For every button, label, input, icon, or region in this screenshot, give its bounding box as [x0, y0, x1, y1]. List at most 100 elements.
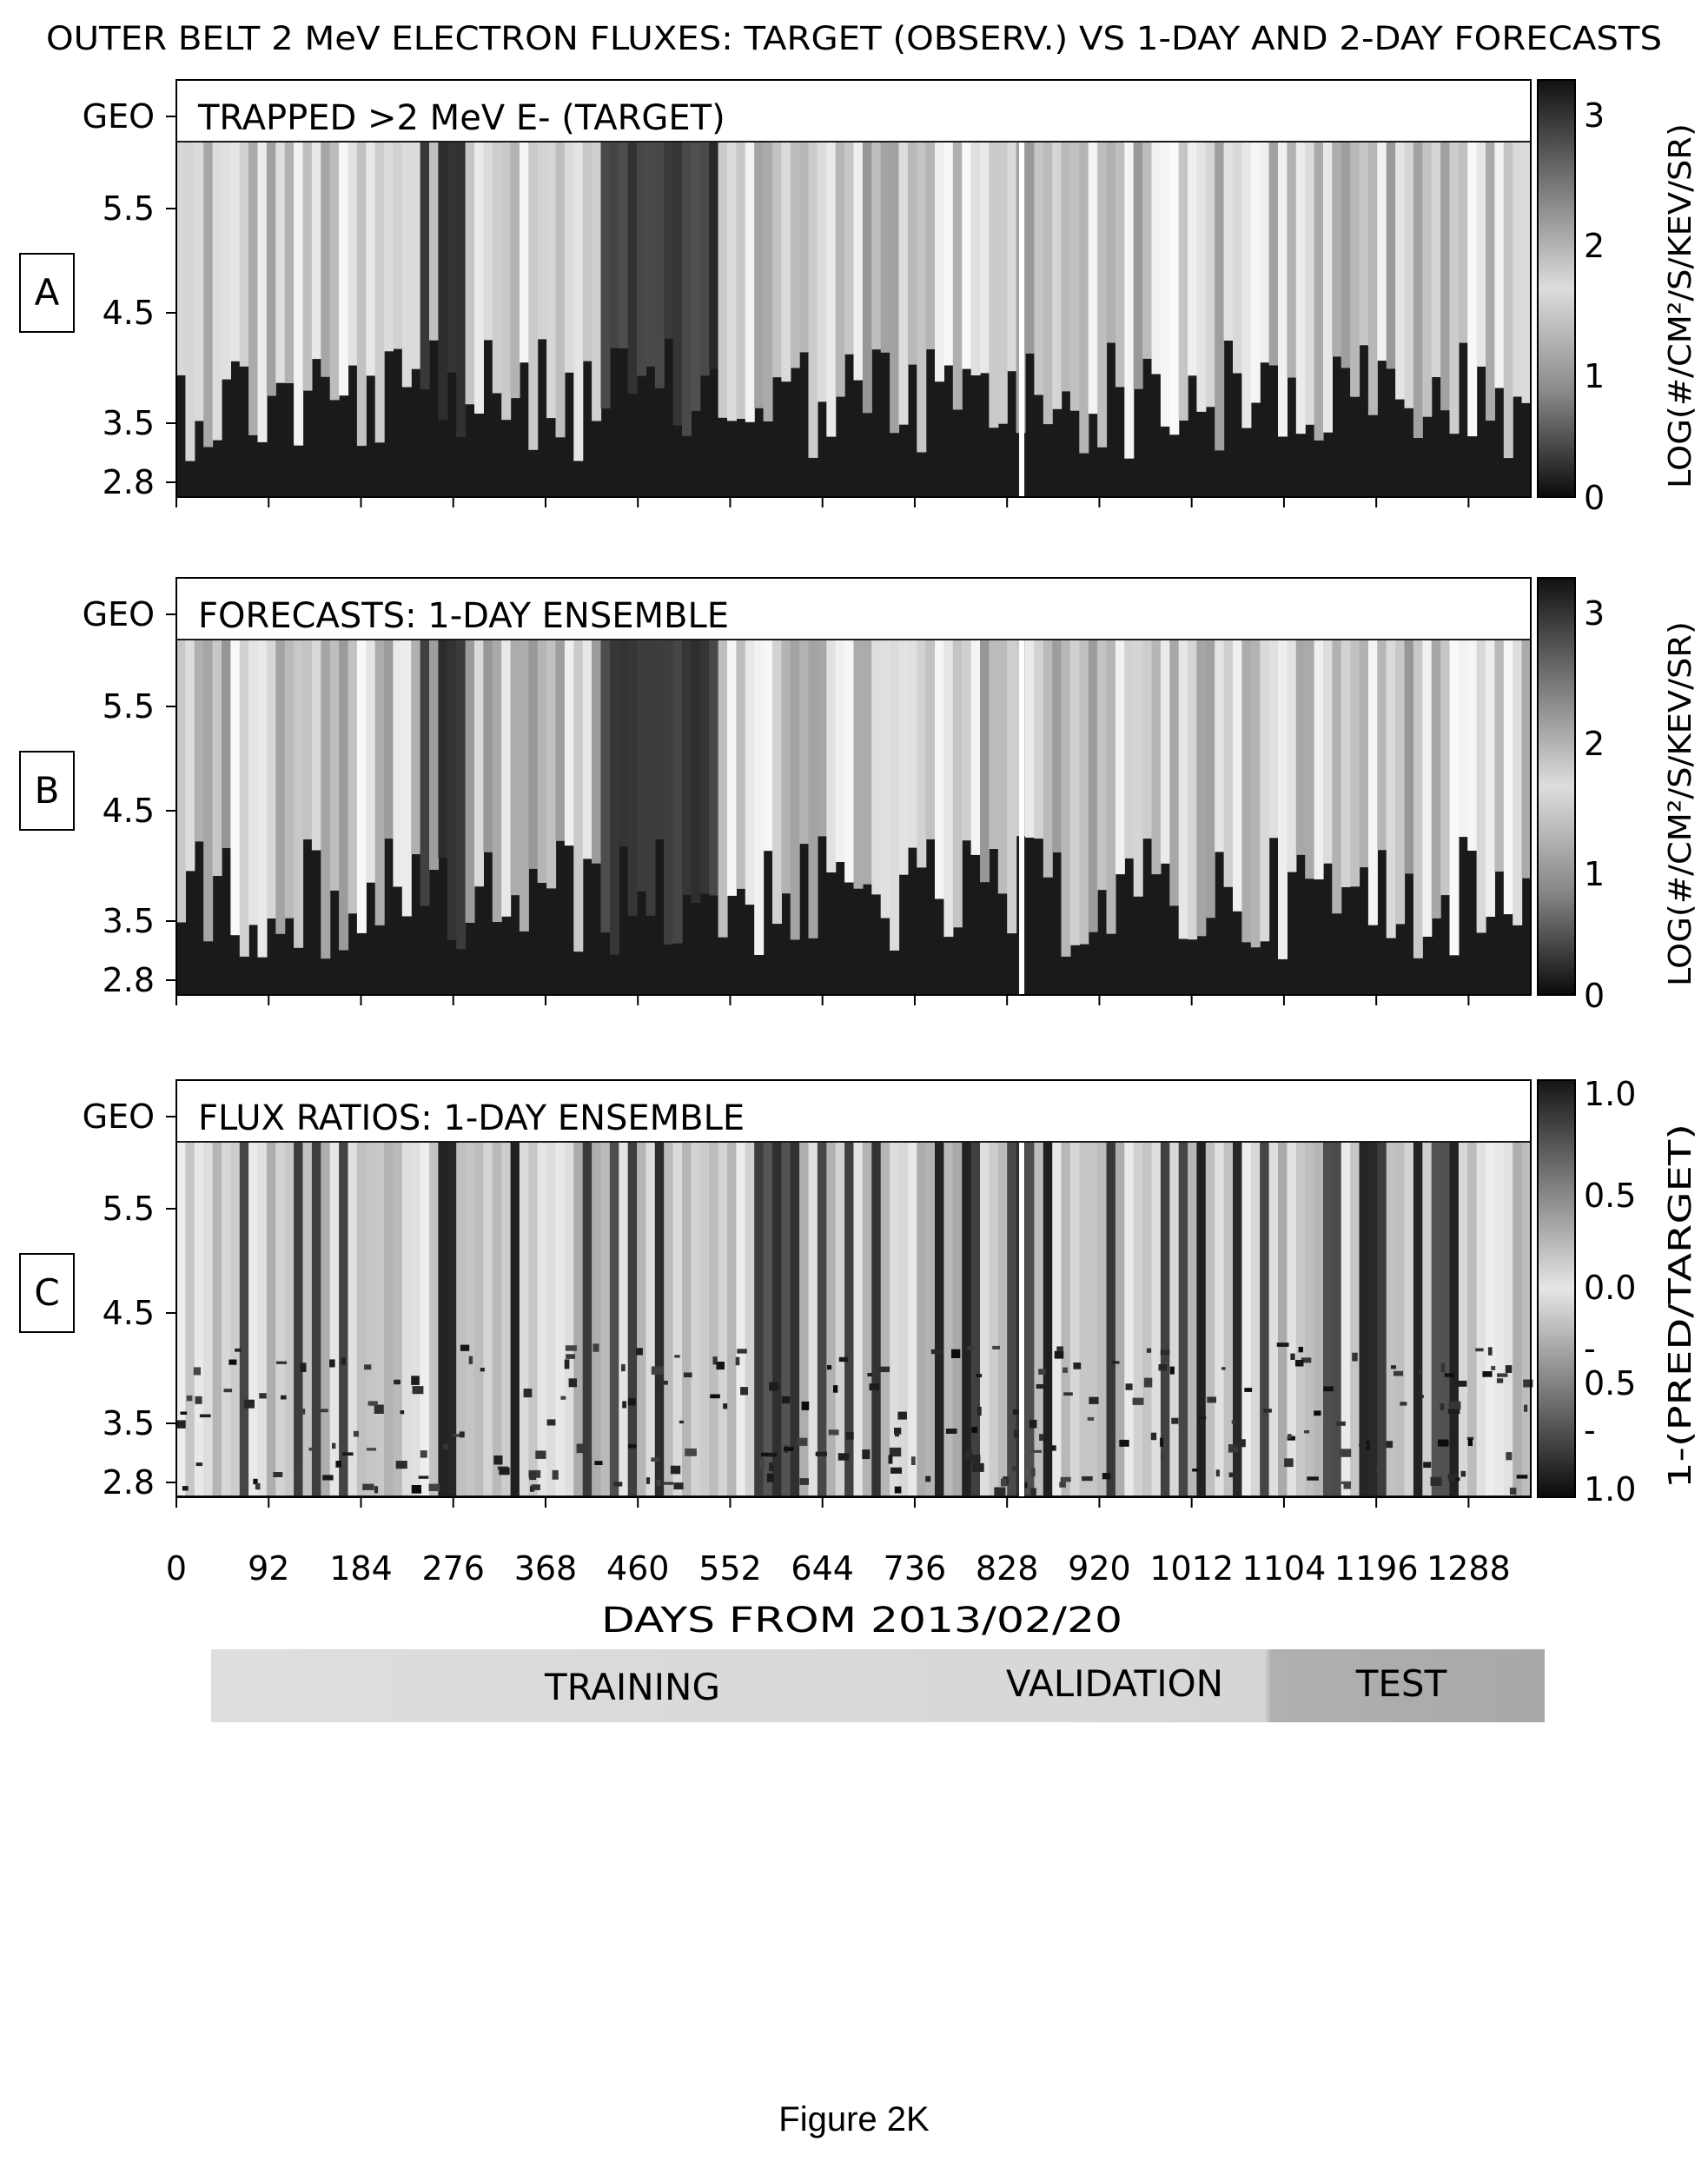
colorbar-tick-label: - — [1584, 1330, 1596, 1368]
heatmap-cell — [257, 1143, 268, 1495]
training-label: TRAINING — [544, 1666, 720, 1708]
x-tick-label: 0 — [166, 1549, 187, 1588]
heatmap-cell — [790, 1143, 800, 1495]
heatmap-cell — [1367, 143, 1378, 415]
heatmap-cell — [1087, 1416, 1095, 1421]
colorbar-tick-label: 2 — [1584, 725, 1605, 763]
heatmap-cell — [311, 1143, 321, 1495]
heatmap-cell — [651, 1457, 659, 1462]
heatmap-cell — [1260, 143, 1270, 363]
heatmap-cell — [474, 143, 484, 414]
heatmap-cell — [1503, 1143, 1513, 1495]
heatmap-cell — [815, 1451, 827, 1456]
heatmap-cell — [528, 143, 539, 450]
heatmap-cell — [1467, 640, 1478, 851]
y-tick-label: 3.5 — [103, 404, 155, 442]
heatmap-cell — [1079, 640, 1089, 945]
heatmap-cell — [1228, 1444, 1239, 1453]
heatmap-cell — [1133, 1143, 1143, 1495]
data-gap — [1019, 1143, 1025, 1497]
heatmap-cell — [519, 640, 529, 932]
heatmap-cell — [510, 143, 520, 399]
heatmap-cell — [997, 1143, 1008, 1495]
heatmap-cell — [1276, 1343, 1289, 1347]
heatmap-cell — [480, 1368, 485, 1372]
heatmap-cell — [564, 1359, 570, 1369]
x-tick-label: 1196 — [1334, 1549, 1419, 1588]
heatmap-cell — [1486, 1143, 1495, 1495]
heatmap-cell — [1012, 1409, 1023, 1416]
heatmap-cell — [1278, 640, 1288, 959]
heatmap-cell — [1367, 1143, 1378, 1495]
heatmap-cell — [465, 143, 475, 405]
heatmap-cell — [1250, 143, 1261, 403]
heatmap-cell — [1295, 143, 1306, 434]
heatmap-cell — [997, 640, 1008, 894]
heatmap-cell — [492, 143, 502, 394]
heatmap-cell — [621, 1363, 626, 1372]
heatmap-cell — [654, 640, 665, 839]
heatmap-cell — [1301, 1357, 1312, 1363]
heatmap-cell — [1069, 640, 1080, 945]
heatmap-cell — [763, 640, 773, 852]
heatmap-cell — [627, 640, 638, 916]
heatmap-cell — [754, 143, 765, 408]
y-tick-label: 2.8 — [103, 1463, 155, 1502]
heatmap-cell — [1404, 640, 1414, 874]
heatmap-cell — [1244, 1388, 1253, 1392]
y-tick-label: 3.5 — [103, 1404, 155, 1442]
heatmap-cell — [230, 640, 241, 936]
heatmap-cell — [1151, 1143, 1162, 1495]
heatmap-cell — [199, 1414, 211, 1418]
heatmap-cell — [1250, 1143, 1261, 1495]
data-split-bar: TRAINING VALIDATION TEST — [211, 1649, 1545, 1722]
heatmap-cell — [628, 1444, 637, 1449]
colorbar — [1537, 577, 1576, 996]
heatmap-cell — [1430, 1476, 1442, 1486]
heatmap-cell — [573, 143, 584, 461]
heatmap-cell — [185, 143, 195, 461]
heatmap-cell — [781, 1143, 791, 1495]
heatmap-cell — [699, 640, 710, 894]
heatmap-cell — [691, 143, 701, 411]
x-tick-label: 1012 — [1149, 1549, 1234, 1588]
heatmap-cell — [1494, 1143, 1505, 1495]
heatmap-cell — [980, 143, 990, 374]
y-tick-label: 4.5 — [103, 1294, 155, 1332]
heatmap-cell — [1207, 1396, 1216, 1403]
y-tick-label: 4.5 — [103, 294, 155, 332]
heatmap-cell — [356, 640, 367, 933]
heatmap-cell — [1350, 143, 1360, 397]
heatmap-cell — [1395, 1143, 1406, 1495]
heatmap-cell — [1198, 1416, 1207, 1420]
heatmap-cell — [654, 1143, 665, 1495]
x-tick-label: 828 — [976, 1549, 1039, 1588]
colorbar-tick-label: - — [1584, 1411, 1596, 1449]
heatmap-cell — [212, 640, 222, 876]
heatmap-cell — [1350, 1143, 1360, 1495]
heatmap-cell — [364, 1364, 372, 1370]
heatmap-cell — [321, 640, 331, 959]
heatmap-cell — [1241, 1143, 1252, 1495]
x-axis-tick-labels: 0 92 184 276 368 460 552 644 736 828 920 1012 1104 11… — [166, 1549, 1511, 1588]
heatmap-cell — [880, 640, 890, 918]
heatmap-cell — [1449, 640, 1460, 956]
heatmap-cell — [890, 640, 900, 951]
heatmap-cell — [1106, 640, 1116, 934]
heatmap-cell — [429, 143, 439, 341]
y-tick-label: 3.5 — [103, 902, 155, 940]
heatmap-cell — [1505, 1365, 1513, 1373]
heatmap-cell — [890, 1143, 900, 1495]
heatmap-cell — [1359, 640, 1369, 868]
heatmap-cell — [1106, 143, 1116, 343]
heatmap-cell — [645, 1143, 656, 1495]
heatmap-cell — [962, 1143, 972, 1495]
heatmap-cell — [622, 1401, 627, 1409]
heatmap-cell — [1524, 1404, 1528, 1412]
heatmap-cell — [1221, 1367, 1226, 1370]
heatmap-cell — [341, 1357, 346, 1365]
heatmap-cell — [1097, 1143, 1108, 1495]
x-tick-label: 460 — [606, 1549, 670, 1588]
heatmap-cell — [691, 1143, 701, 1495]
x-tick-label: 276 — [421, 1549, 485, 1588]
